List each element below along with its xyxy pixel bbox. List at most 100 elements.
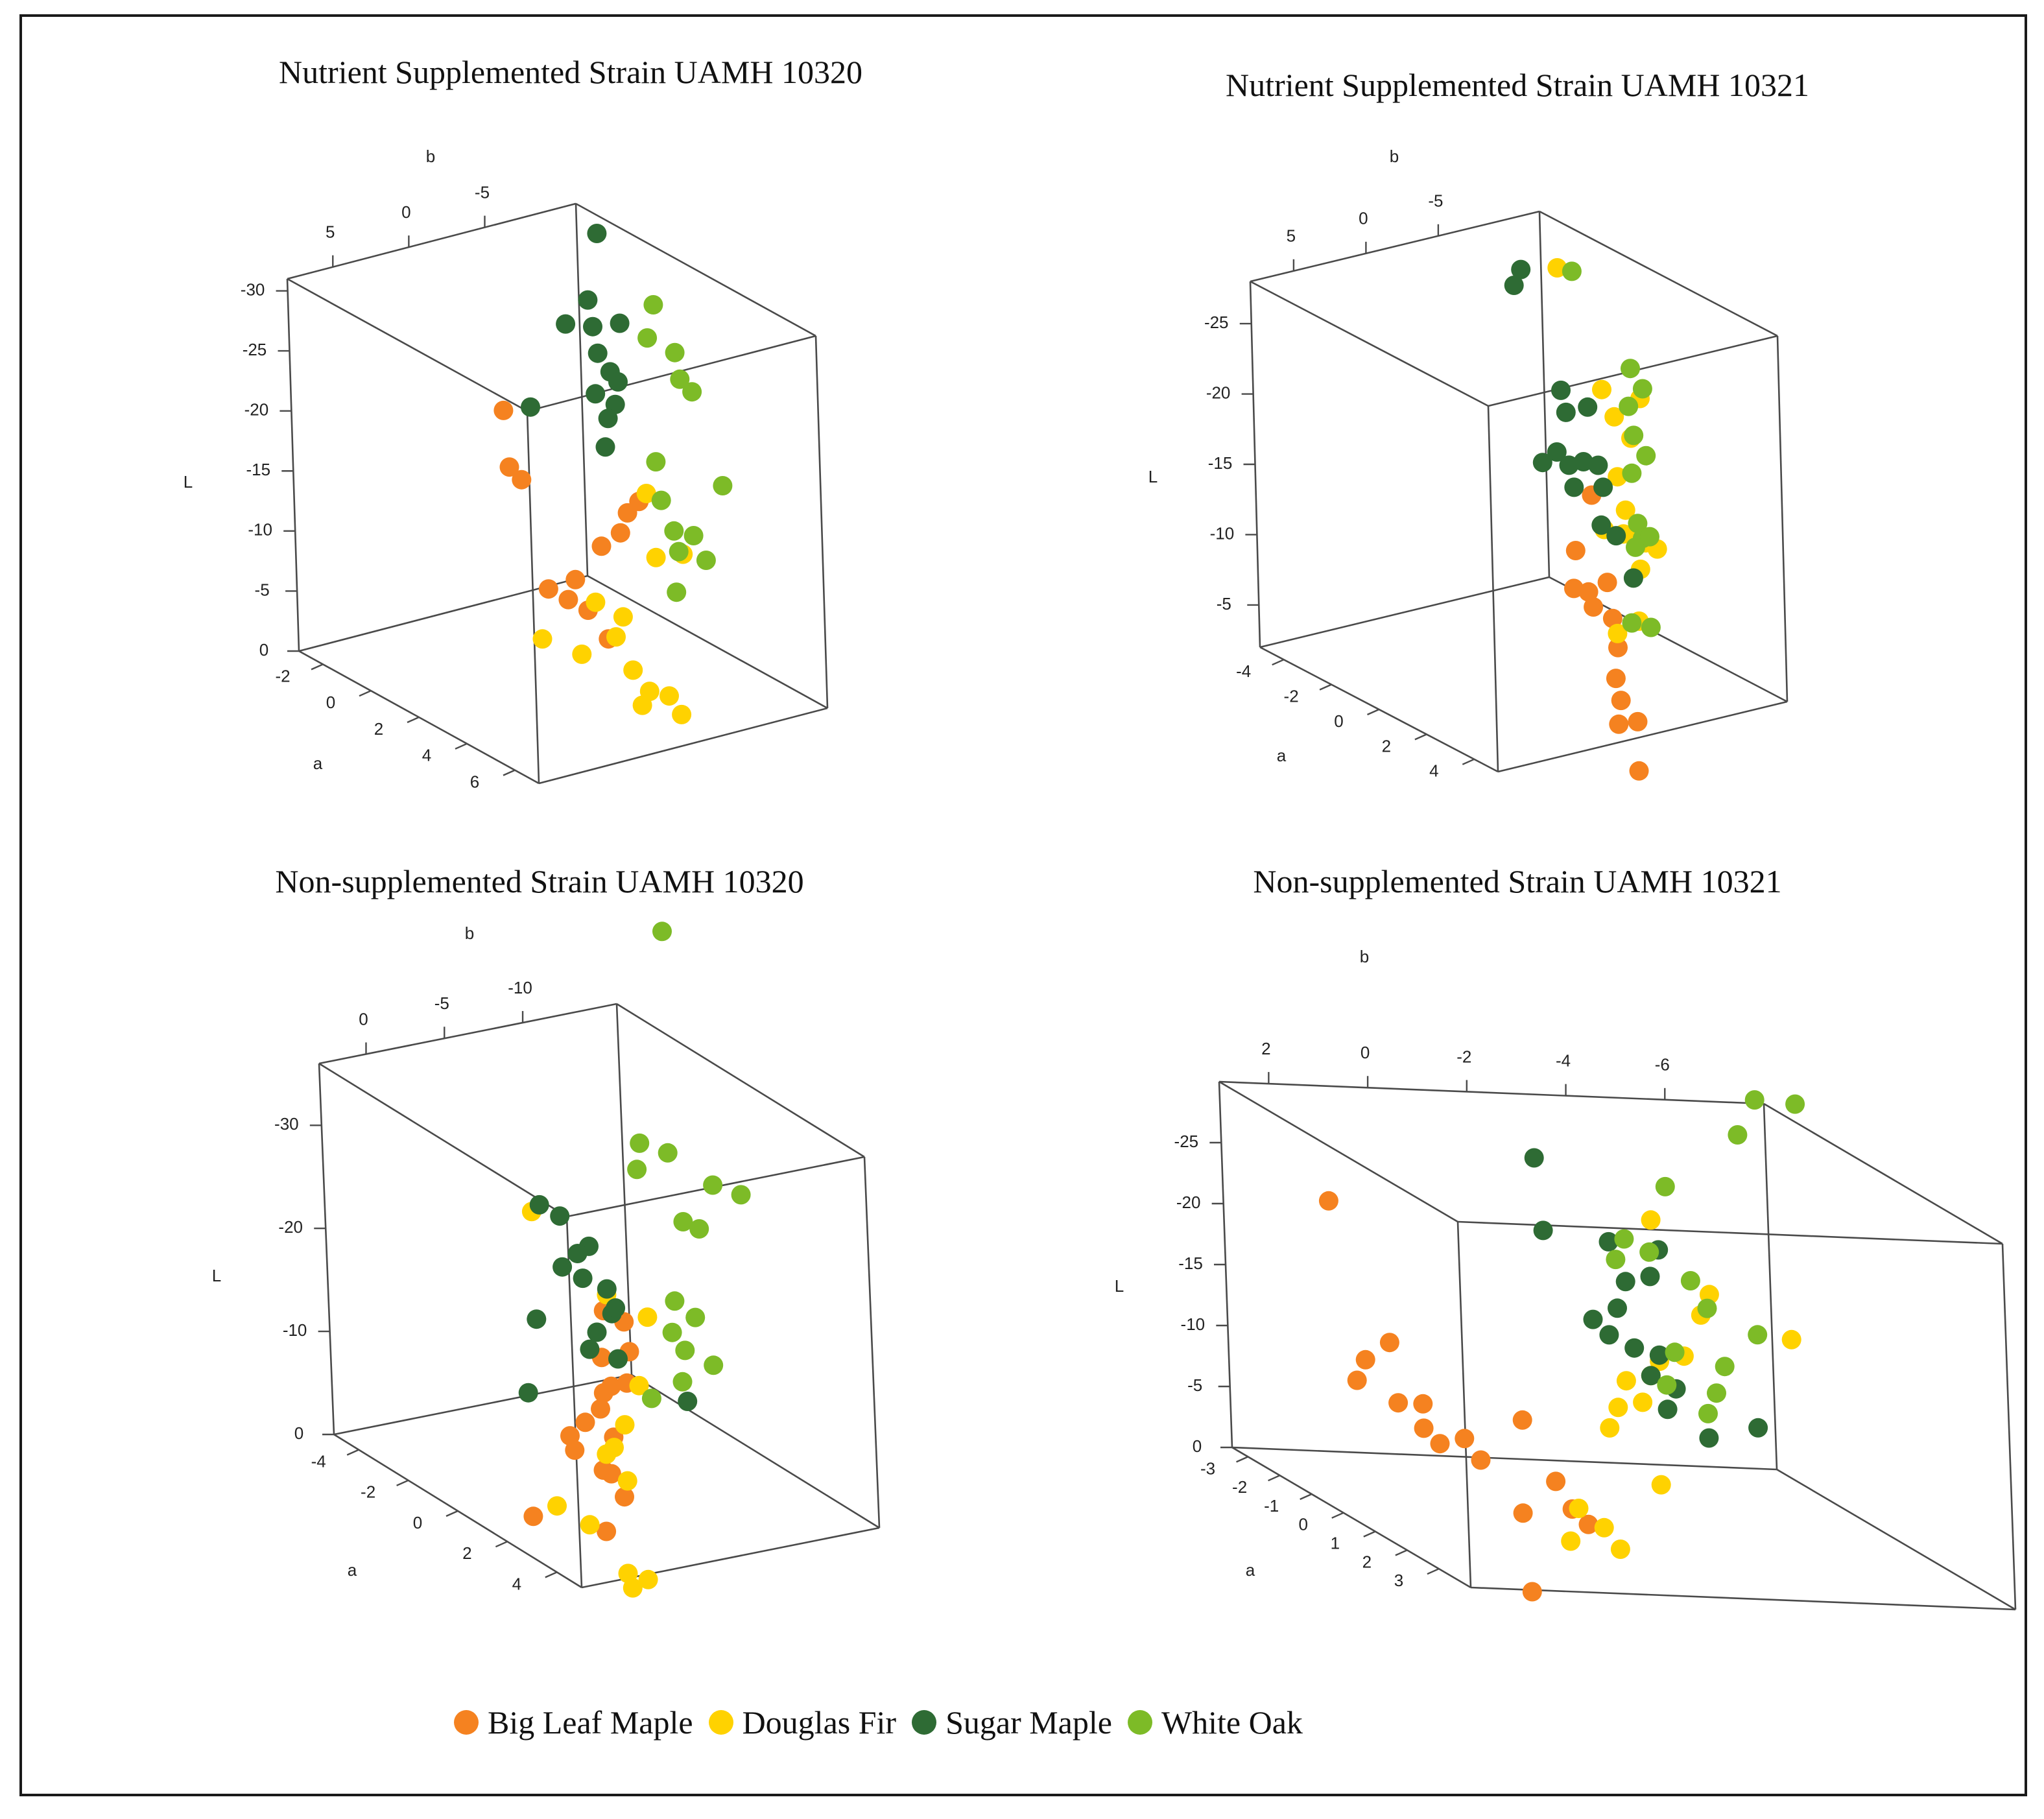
- b-axis-tick-label: 2: [1261, 1039, 1270, 1058]
- data-point-sugar-maple: [1649, 1345, 1669, 1365]
- b-axis-tick-label: 0: [401, 202, 410, 222]
- L-axis-tick-label: 0: [1193, 1436, 1202, 1456]
- data-point-sugar-maple: [1573, 452, 1593, 471]
- b-axis-tick-label: -5: [475, 183, 490, 202]
- box-edge: [286, 278, 300, 652]
- a-axis-tick-label: -4: [1236, 661, 1251, 681]
- panel-title: Non-supplemented Strain UAMH 10321: [1253, 863, 1781, 899]
- data-point-sugar-maple: [556, 314, 576, 334]
- box-edge: [526, 410, 540, 784]
- L-axis-tick-label: -30: [274, 1114, 299, 1134]
- data-point-douglas-fir: [638, 1569, 658, 1589]
- data-point-sugar-maple: [586, 384, 606, 404]
- b-axis-title: b: [1390, 147, 1399, 166]
- data-point-douglas-fir: [672, 704, 692, 724]
- data-point-sugar-maple: [1748, 1418, 1768, 1438]
- a-axis-tick-mark: [396, 1479, 409, 1486]
- L-axis-tick-label: -25: [1174, 1132, 1199, 1151]
- data-point-sugar-maple: [1532, 453, 1552, 473]
- b-axis-tick-label: 5: [1287, 226, 1296, 246]
- data-point-sugar-maple: [1588, 455, 1608, 475]
- bounding-box: [1218, 1080, 2017, 1611]
- a-axis-tick-label: 2: [1382, 736, 1391, 755]
- scatter-points: [493, 224, 733, 724]
- data-point-white-oak: [1626, 537, 1645, 557]
- data-point-white-oak: [1562, 261, 1582, 281]
- data-point-white-oak: [637, 328, 658, 348]
- data-point-white-oak: [652, 921, 672, 942]
- b-axis-title: b: [1360, 947, 1369, 966]
- data-point-douglas-fir: [1610, 1540, 1630, 1559]
- data-point-sugar-maple: [595, 437, 615, 457]
- data-point-white-oak: [641, 1388, 661, 1409]
- a-axis-tick-label: 2: [462, 1543, 471, 1563]
- data-point-white-oak: [1697, 1298, 1717, 1318]
- data-point-big-leaf-maple: [1546, 1471, 1566, 1492]
- a-axis-tick-label: 3: [1394, 1571, 1403, 1590]
- data-point-big-leaf-maple: [1430, 1434, 1450, 1454]
- legend-marker: [708, 1710, 733, 1735]
- data-point-douglas-fir: [615, 1415, 635, 1435]
- panel-title: Nutrient Supplemented Strain UAMH 10320: [279, 54, 862, 90]
- b-axis-title: b: [465, 923, 474, 943]
- data-point-white-oak: [1614, 1229, 1634, 1249]
- data-point-sugar-maple: [1658, 1399, 1678, 1420]
- box-edge: [1231, 1446, 1471, 1589]
- data-point-white-oak: [1622, 463, 1642, 483]
- data-point-white-oak: [664, 521, 684, 541]
- L-axis-title: L: [1148, 467, 1158, 486]
- data-point-white-oak: [630, 1133, 650, 1153]
- data-point-white-oak: [1624, 425, 1644, 446]
- data-point-white-oak: [1748, 1325, 1768, 1345]
- data-point-sugar-maple: [529, 1195, 549, 1215]
- box-edge: [2001, 1243, 2017, 1610]
- a-axis-tick-label: 4: [422, 746, 431, 765]
- data-point-big-leaf-maple: [1379, 1333, 1399, 1353]
- data-point-sugar-maple: [606, 1298, 626, 1318]
- L-axis-title: L: [1115, 1276, 1124, 1296]
- data-point-douglas-fir: [580, 1515, 600, 1535]
- a-axis-tick-label: -2: [1284, 686, 1299, 706]
- data-point-sugar-maple: [1583, 1309, 1603, 1329]
- box-edge: [287, 202, 576, 280]
- box-edge: [1218, 1080, 1458, 1223]
- data-point-white-oak: [662, 1322, 682, 1342]
- a-axis-tick-mark: [1367, 708, 1379, 716]
- data-point-white-oak: [1785, 1094, 1805, 1114]
- data-point-douglas-fir: [617, 1471, 637, 1491]
- b-axis-tick-label: -10: [508, 978, 532, 997]
- b-axis-tick-label: 5: [326, 222, 335, 242]
- a-axis-title: a: [348, 1560, 357, 1580]
- data-point-white-oak: [627, 1159, 647, 1180]
- data-point-sugar-maple: [1547, 442, 1567, 462]
- a-axis-tick-mark: [359, 690, 372, 697]
- legend-label: White Oak: [1161, 1704, 1303, 1741]
- a-axis-tick-mark: [545, 1571, 558, 1578]
- box-edge: [1456, 1221, 1472, 1588]
- data-point-white-oak: [1744, 1090, 1765, 1110]
- box-edge: [615, 1003, 633, 1375]
- data-point-white-oak: [651, 490, 671, 510]
- a-axis-tick-label: -3: [1200, 1458, 1215, 1478]
- a-axis-tick-mark: [1272, 659, 1285, 666]
- L-axis-title: L: [212, 1266, 221, 1285]
- L-axis-tick-label: 0: [294, 1423, 303, 1443]
- L-axis-tick-label: -10: [1181, 1314, 1206, 1334]
- data-point-sugar-maple: [1641, 1366, 1661, 1386]
- panel-1: Nutrient Supplemented Strain UAMH 10320 …: [184, 54, 862, 791]
- data-point-big-leaf-maple: [1471, 1450, 1491, 1470]
- b-axis-tick-label: -5: [1428, 191, 1443, 211]
- a-axis-tick-mark: [1462, 758, 1475, 765]
- data-point-sugar-maple: [1599, 1325, 1619, 1345]
- data-point-big-leaf-maple: [575, 1412, 595, 1433]
- a-axis-tick-mark: [455, 743, 468, 750]
- legend-label: Douglas Fir: [742, 1704, 897, 1741]
- box-edge: [1497, 700, 1788, 773]
- b-axis-tick-label: 0: [1359, 209, 1368, 228]
- data-point-douglas-fir: [632, 695, 652, 715]
- L-axis-tick-label: -20: [1206, 383, 1231, 402]
- a-axis-tick-mark: [311, 663, 324, 671]
- a-axis-tick-label: 4: [1429, 761, 1438, 781]
- data-point-white-oak: [1698, 1403, 1718, 1423]
